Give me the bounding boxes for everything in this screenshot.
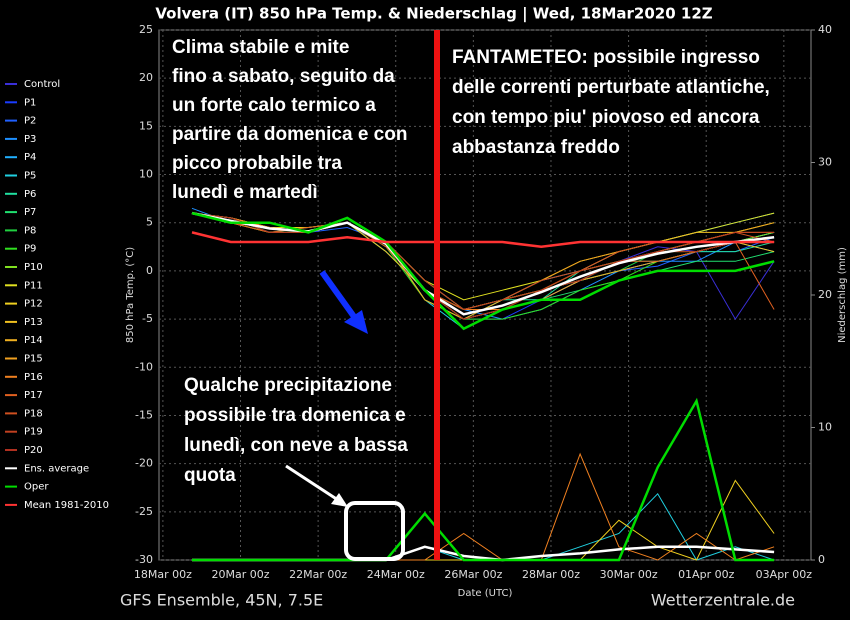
legend-label: P18 — [24, 408, 43, 419]
legend-label: P16 — [24, 372, 43, 383]
y-tick-label: 15 — [139, 119, 153, 132]
y2-tick-label: 40 — [818, 23, 832, 36]
legend-label: P17 — [24, 390, 43, 401]
y-tick-label: -10 — [135, 360, 153, 373]
legend-label: Oper — [24, 482, 49, 493]
legend-label: P11 — [24, 280, 43, 291]
temp-line — [191, 211, 775, 316]
x-tick-label: 03Apr 00z — [756, 568, 813, 581]
legend-label: P20 — [24, 445, 43, 456]
annotation-line: possibile tra domenica e — [184, 405, 406, 426]
blue-arrow-head — [344, 310, 368, 334]
legend-label: P19 — [24, 427, 43, 438]
legend-label: P5 — [24, 171, 36, 182]
annotation-line: con tempo piu' piovoso ed ancora — [452, 107, 760, 128]
y-tick-label: -5 — [142, 312, 153, 325]
footer-right: Wetterzentrale.de — [651, 591, 795, 610]
temp-line — [191, 212, 775, 320]
legend-label: P12 — [24, 299, 43, 310]
legend-label: P1 — [24, 97, 36, 108]
y2-tick-label: 30 — [818, 156, 832, 169]
x-tick-label: 01Apr 00z — [678, 568, 735, 581]
annotation-line: partire da domenica e con — [172, 124, 407, 145]
legend-label: Ens. average — [24, 463, 89, 474]
annotation-line: Clima stabile e mite — [172, 37, 349, 58]
y2-tick-label: 0 — [818, 553, 825, 566]
annotation-line: quota — [184, 465, 236, 486]
legend-label: P2 — [24, 116, 36, 127]
legend-label: P7 — [24, 207, 36, 218]
x-tick-label: 28Mar 00z — [522, 568, 580, 581]
annotation-line: Qualche precipitazione — [184, 375, 392, 396]
y2-tick-label: 10 — [818, 421, 832, 434]
white-arrow — [285, 464, 339, 502]
x-tick-label: 22Mar 00z — [289, 568, 347, 581]
chart-title: Volvera (IT) 850 hPa Temp. & Niederschla… — [155, 5, 712, 24]
temp-line — [191, 211, 775, 331]
legend-label: P3 — [24, 134, 36, 145]
y2-axis-label: Niederschlag (mm) — [837, 247, 848, 343]
y-axis-label: 850 hPa Temp. (°C) — [125, 247, 136, 343]
x-tick-label: 30Mar 00z — [600, 568, 658, 581]
y-tick-label: 10 — [139, 168, 153, 181]
annotation-line: abbastanza freddo — [452, 137, 620, 158]
white-arrow-head — [331, 493, 348, 507]
legend-label: P15 — [24, 354, 43, 365]
y2-tick-label: 20 — [818, 288, 832, 301]
legend-label: Mean 1981-2010 — [24, 500, 109, 511]
y-tick-label: -25 — [135, 505, 153, 518]
annotation-line: lunedì, con neve a bassa — [184, 435, 408, 456]
annotation-line: lunedì e martedì — [172, 182, 318, 203]
y-tick-label: -15 — [135, 408, 153, 421]
legend-label: P10 — [24, 262, 43, 273]
legend-label: P13 — [24, 317, 43, 328]
x-tick-label: 20Mar 00z — [211, 568, 269, 581]
precip-line — [192, 397, 775, 562]
legend-label: Control — [24, 79, 60, 90]
temp-line — [191, 231, 775, 249]
highlight-box — [344, 501, 405, 561]
annotation-line: picco probabile tra — [172, 153, 342, 174]
y-tick-label: 25 — [139, 23, 153, 36]
y-tick-label: -20 — [135, 457, 153, 470]
x-tick-label: 18Mar 00z — [134, 568, 192, 581]
y-tick-label: 5 — [146, 216, 153, 229]
plot-area — [158, 29, 815, 562]
annotation-line: fino a sabato, seguito da — [172, 66, 395, 87]
legend-label: P4 — [24, 152, 36, 163]
y-tick-label: -30 — [135, 553, 153, 566]
x-tick-label: 26Mar 00z — [444, 568, 502, 581]
annotation-line: delle correnti perturbate atlantiche, — [452, 77, 770, 98]
annotation-line: un forte calo termico a — [172, 95, 376, 116]
x-tick-label: 24Mar 00z — [367, 568, 425, 581]
legend-label: P6 — [24, 189, 36, 200]
y-tick-label: 0 — [146, 264, 153, 277]
footer-left: GFS Ensemble, 45N, 7.5E — [120, 591, 323, 610]
y-tick-label: 20 — [139, 71, 153, 84]
legend-label: P14 — [24, 335, 43, 346]
annotation-line: FANTAMETEO: possibile ingresso — [452, 47, 760, 68]
x-axis-label: Date (UTC) — [458, 588, 513, 599]
blue-arrow — [319, 270, 358, 320]
legend-label: P8 — [24, 225, 36, 236]
legend-label: P9 — [24, 244, 36, 255]
